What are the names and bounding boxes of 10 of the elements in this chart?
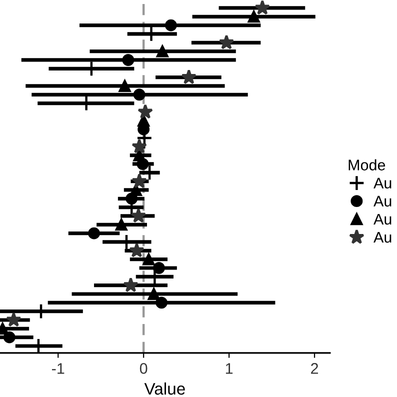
x-tick-label: 1: [226, 363, 233, 374]
legend-label: Au: [374, 214, 392, 225]
x-tick-label: 2: [311, 363, 318, 374]
x-axis-title: Value: [144, 382, 185, 395]
legend-title: Mode: [348, 159, 386, 170]
legend-label: Au: [374, 196, 392, 207]
legend-label: Au: [374, 178, 392, 189]
x-tick-label: 0: [140, 363, 148, 374]
x-tick-label: -1: [52, 363, 64, 374]
legend-label: Au: [374, 232, 392, 243]
